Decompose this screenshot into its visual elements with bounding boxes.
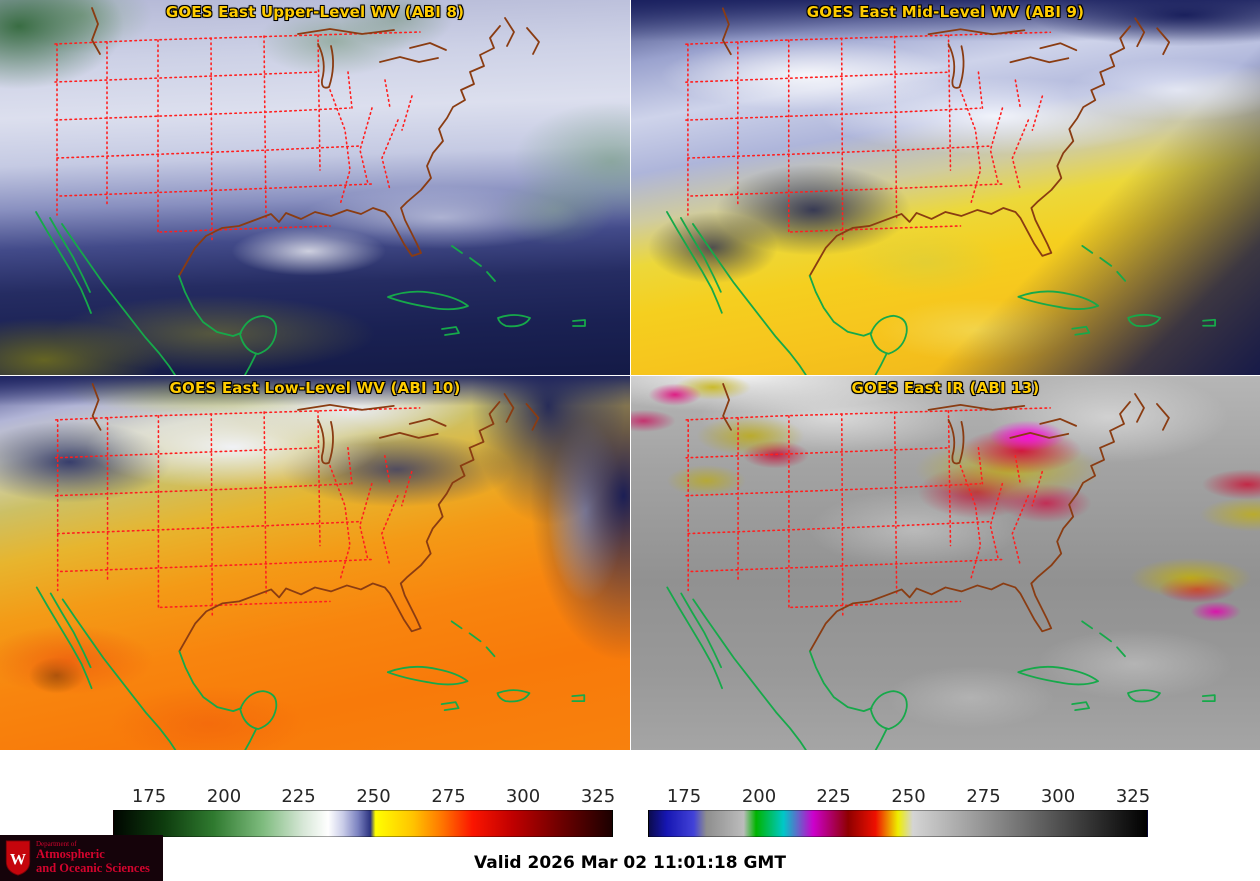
colorbar-tick-label: 175: [666, 786, 702, 807]
uw-crest-icon: W: [5, 840, 31, 876]
uw-aos-logo: W Department of Atmospheric and Oceanic …: [0, 835, 163, 881]
map-boundaries-overlay: [666, 7, 1216, 375]
satellite-imagery-low-wv: [0, 376, 630, 750]
colorbar-tick-label: 325: [1115, 786, 1151, 807]
map-boundaries-overlay: [35, 383, 586, 750]
wv-colorbar-gradient: [113, 810, 613, 837]
map-boundaries-overlay: [35, 7, 586, 375]
panel-title: GOES East IR (ABI 13): [851, 379, 1040, 397]
colorbar-tick-label: 300: [505, 786, 541, 807]
colorbar-tick-label: 275: [966, 786, 1001, 807]
wv-colorbar: 175 200 225 250 275 300 325: [113, 786, 616, 840]
satellite-imagery-mid-wv: [631, 0, 1260, 375]
satellite-imagery-upper-wv: [0, 0, 630, 375]
panel-upper-level-wv: GOES East Upper-Level WV (ABI 8): [0, 0, 630, 375]
colorbar-tick-label: 300: [1040, 786, 1076, 807]
logo-dept-line: Department of: [36, 839, 77, 848]
footer: 175 200 225 250 275 300 325 175 200 225 250 275 300…: [0, 750, 1260, 881]
colorbar-tick-label: 275: [431, 786, 466, 807]
panel-ir: GOES East IR (ABI 13): [630, 375, 1260, 750]
panel-mid-level-wv: GOES East Mid-Level WV (ABI 9): [630, 0, 1260, 375]
map-boundaries-overlay: [666, 383, 1216, 750]
colorbar-tick-label: 250: [891, 786, 926, 807]
logo-text: Department of Atmospheric and Oceanic Sc…: [36, 839, 150, 876]
ir-colorbar-gradient: [648, 810, 1148, 837]
crest-letter: W: [10, 850, 26, 868]
colorbar-tick-label: 325: [580, 786, 616, 807]
panel-title: GOES East Upper-Level WV (ABI 8): [165, 3, 465, 21]
panel-title: GOES East Mid-Level WV (ABI 9): [806, 3, 1085, 21]
panel-grid: GOES East Upper-Level WV (ABI 8) GOES Ea…: [0, 0, 1260, 750]
ir-colorbar-tick-row: 175 200 225 250 275 300 325: [648, 786, 1151, 808]
satellite-imagery-ir: [631, 376, 1260, 750]
logo-atmospheric-line: Atmospheric: [36, 847, 105, 862]
valid-time: Valid 2026 Mar 02 11:01:18 GMT: [474, 853, 786, 873]
logo-oceanic-line: and Oceanic Sciences: [36, 860, 150, 875]
colorbar-tick-label: 200: [741, 786, 777, 807]
colorbar-tick-label: 225: [281, 786, 316, 807]
colorbar-tick-label: 200: [206, 786, 242, 807]
ir-colorbar: 175 200 225 250 275 300 325: [648, 786, 1151, 840]
colorbar-tick-label: 225: [816, 786, 851, 807]
panel-title: GOES East Low-Level WV (ABI 10): [169, 379, 461, 397]
colorbar-tick-label: 250: [356, 786, 391, 807]
panel-low-level-wv: GOES East Low-Level WV (ABI 10): [0, 375, 630, 750]
wv-colorbar-tick-row: 175 200 225 250 275 300 325: [113, 786, 616, 808]
colorbar-tick-label: 175: [131, 786, 167, 807]
